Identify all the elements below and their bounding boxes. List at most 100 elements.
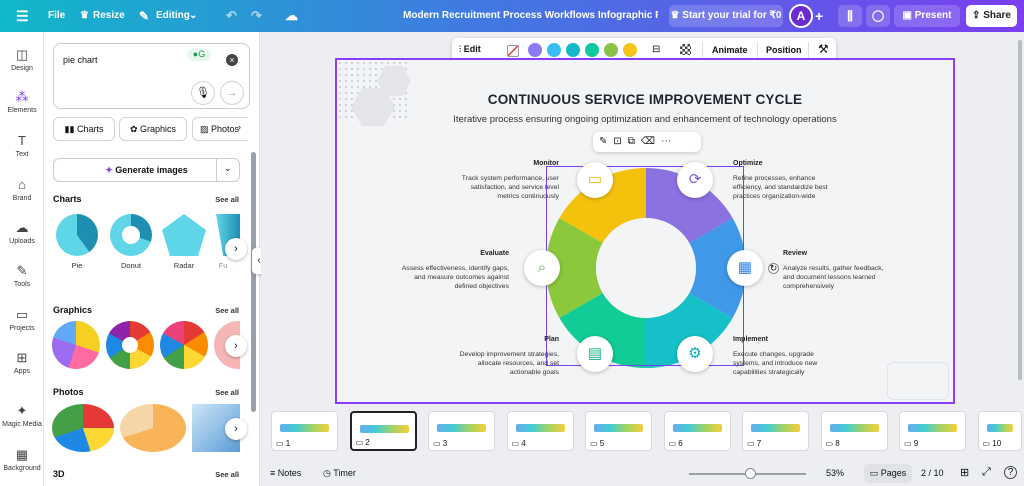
- grammar-icon[interactable]: ●G: [187, 49, 211, 61]
- rotate-handle-icon[interactable]: ↻: [768, 263, 779, 274]
- search-input[interactable]: pie chart: [63, 55, 98, 65]
- page-thumbnail[interactable]: ▭ 1: [271, 411, 338, 451]
- more-icon[interactable]: ⋯: [661, 136, 678, 147]
- tab-photos[interactable]: ▨ Photos: [192, 117, 248, 141]
- zoom-level[interactable]: 53%: [826, 468, 845, 478]
- chevron-down-icon[interactable]: ⌄: [189, 10, 198, 21]
- help-icon[interactable]: ?: [1004, 466, 1017, 479]
- monitor-icon: ▭: [577, 162, 613, 198]
- transparency-icon[interactable]: [680, 44, 691, 55]
- page-thumbnail[interactable]: ▭ 2: [349, 411, 417, 451]
- graphic-thumb-3[interactable]: [160, 321, 208, 369]
- radar-chart-thumb[interactable]: [162, 214, 206, 256]
- charts-see-all[interactable]: See all: [215, 195, 239, 204]
- chevron-right-icon[interactable]: ›: [225, 238, 247, 260]
- cycle-ring[interactable]: [544, 166, 748, 370]
- color-swatch[interactable]: [528, 43, 542, 57]
- color-swatch[interactable]: [585, 43, 599, 57]
- page-thumbnail[interactable]: ▭ 8: [820, 411, 888, 451]
- pie-chart-thumb[interactable]: [56, 214, 98, 256]
- redo-icon[interactable]: ↷: [251, 8, 262, 23]
- comment-plus-icon[interactable]: ✎: [599, 136, 614, 147]
- notes-button[interactable]: ≡ Notes: [270, 468, 301, 478]
- rail-projects[interactable]: ▭ Projects: [0, 307, 44, 332]
- graphic-thumb-2[interactable]: [106, 321, 154, 369]
- rail-uploads[interactable]: ☁ Uploads: [0, 220, 44, 245]
- scroll-tabs-chevron-icon[interactable]: ›: [238, 122, 241, 132]
- rail-elements[interactable]: ⁂ Elements: [0, 89, 44, 114]
- page-thumbnail[interactable]: ▭ 5: [585, 411, 652, 451]
- donut-chart-thumb[interactable]: [110, 214, 152, 256]
- tab-charts[interactable]: ▮▮ Charts: [53, 117, 115, 141]
- timer-button[interactable]: ◷ Timer: [323, 468, 356, 479]
- slide-page[interactable]: CONTINUOUS SERVICE IMPROVEMENT CYCLE Ite…: [335, 58, 955, 404]
- graphic-thumb-1[interactable]: [52, 321, 100, 369]
- status-bar: ≡ Notes ◷ Timer 53% ▭ Pages 2 / 10 ⊞ ⤢ ?: [261, 462, 1024, 486]
- present-button[interactable]: ▣ Present: [894, 5, 960, 27]
- page-thumbnail[interactable]: ▭ 7: [742, 411, 809, 451]
- chevron-right-icon[interactable]: ›: [225, 418, 247, 440]
- photo-thumb-1[interactable]: [52, 404, 114, 452]
- page-thumbnail[interactable]: ▭ 9: [899, 411, 966, 451]
- page-thumbnail[interactable]: ▭ 3: [428, 411, 495, 451]
- animate-button[interactable]: Animate: [712, 45, 748, 55]
- page-counter[interactable]: 2 / 10: [921, 468, 944, 478]
- lock-icon[interactable]: ⊡: [613, 136, 628, 147]
- trial-button[interactable]: ♛ Start your trial for ₹0: [669, 5, 783, 27]
- photo-thumb-2[interactable]: [120, 404, 186, 452]
- avatar[interactable]: A: [789, 4, 813, 28]
- rail-design[interactable]: ◫ Design: [0, 47, 44, 72]
- document-title[interactable]: Modern Recruitment Process Workflows Inf…: [403, 10, 658, 21]
- delete-icon[interactable]: ⌫: [640, 136, 662, 147]
- position-button[interactable]: Position: [766, 45, 802, 55]
- rail-brand[interactable]: ⌂ Brand: [0, 177, 44, 202]
- menu-icon[interactable]: ☰: [16, 8, 29, 24]
- color-swatch[interactable]: [623, 43, 637, 57]
- slide-subtitle[interactable]: Iterative process ensuring ongoing optim…: [453, 114, 837, 125]
- graphics-see-all[interactable]: See all: [215, 306, 239, 315]
- editing-button[interactable]: Editing: [156, 10, 190, 21]
- search-box[interactable]: pie chart ●G × 🎙 →: [53, 43, 250, 109]
- zoom-slider-thumb[interactable]: [745, 468, 756, 479]
- submit-arrow-icon[interactable]: →: [220, 81, 244, 105]
- spacing-icon[interactable]: ⊟: [652, 44, 661, 55]
- edit-button[interactable]: ⫶ Edit: [459, 44, 481, 55]
- color-swatch[interactable]: [604, 43, 618, 57]
- grid-view-icon[interactable]: ⊞: [960, 467, 970, 479]
- insights-icon[interactable]: ⫼: [838, 5, 862, 27]
- generate-images-button[interactable]: ✦ Generate images: [53, 158, 240, 182]
- share-button[interactable]: ⇪ Share: [966, 5, 1017, 27]
- slide-title[interactable]: CONTINUOUS SERVICE IMPROVEMENT CYCLE: [487, 92, 803, 107]
- pages-button[interactable]: ▭ Pages: [864, 464, 912, 483]
- rail-background[interactable]: ▦ Background: [0, 447, 44, 472]
- chevron-right-icon[interactable]: ›: [225, 335, 247, 357]
- panel-scrollbar[interactable]: [251, 152, 256, 412]
- fullscreen-icon[interactable]: ⤢: [982, 466, 991, 478]
- paint-roller-icon[interactable]: ⚒: [818, 42, 829, 56]
- rail-magic-media[interactable]: ✦ Magic Media: [0, 403, 44, 428]
- add-collaborator-icon[interactable]: +: [815, 8, 824, 24]
- canvas-scrollbar[interactable]: [1018, 40, 1022, 380]
- cloud-save-icon[interactable]: ☁: [285, 8, 298, 23]
- undo-icon[interactable]: ↶: [226, 8, 237, 23]
- chevron-down-icon[interactable]: ⌄: [224, 163, 232, 173]
- 3d-see-all[interactable]: See all: [215, 470, 239, 479]
- no-fill-swatch[interactable]: [507, 45, 519, 57]
- generate-label: Generate images: [115, 165, 188, 175]
- microphone-icon[interactable]: 🎙: [191, 81, 215, 105]
- color-swatch[interactable]: [547, 43, 561, 57]
- page-thumbnail[interactable]: ▭ 6: [663, 411, 731, 451]
- file-menu[interactable]: File: [48, 10, 66, 21]
- rail-tools[interactable]: ✎ Tools: [0, 263, 44, 288]
- comment-icon[interactable]: ◯: [866, 5, 890, 27]
- resize-button[interactable]: Resize: [93, 10, 125, 21]
- rail-text[interactable]: T Text: [0, 133, 44, 158]
- duplicate-icon[interactable]: ⧉: [627, 136, 641, 147]
- page-thumbnail[interactable]: ▭ 4: [506, 411, 574, 451]
- color-swatch[interactable]: [566, 43, 580, 57]
- tab-graphics[interactable]: ✿ Graphics: [119, 117, 187, 141]
- clear-icon[interactable]: ×: [226, 54, 238, 66]
- rail-apps[interactable]: ⊞ Apps: [0, 350, 44, 375]
- page-thumbnail[interactable]: ▭ 10: [977, 411, 1022, 451]
- photos-see-all[interactable]: See all: [215, 388, 239, 397]
